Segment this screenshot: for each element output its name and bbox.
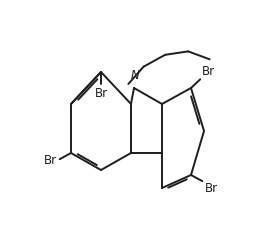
Text: Br: Br xyxy=(202,64,215,78)
Text: Br: Br xyxy=(44,154,57,167)
Text: Br: Br xyxy=(94,87,108,100)
Text: N: N xyxy=(131,69,140,82)
Text: Br: Br xyxy=(205,183,218,195)
